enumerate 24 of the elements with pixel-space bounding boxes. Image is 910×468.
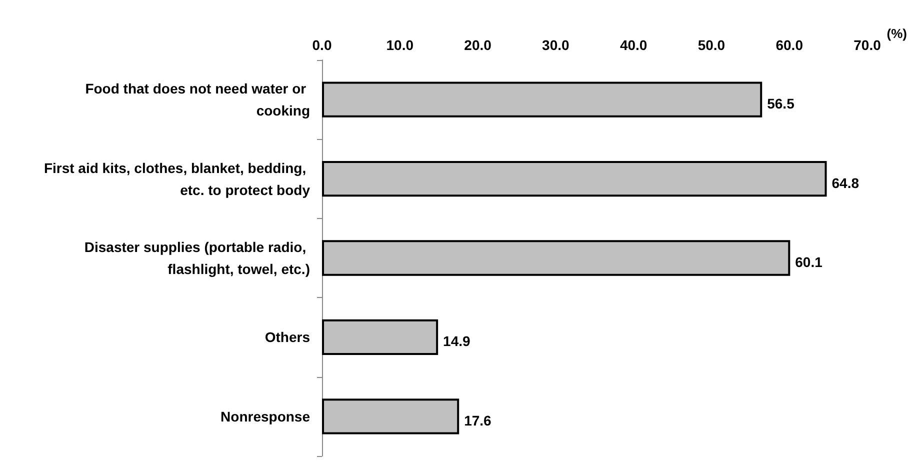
x-tick-label: 10.0 <box>386 37 414 53</box>
data-label: 17.6 <box>464 412 492 428</box>
x-axis-title: (%) <box>886 26 907 41</box>
x-tick-label: 30.0 <box>542 37 570 53</box>
data-label: 14.9 <box>443 333 471 350</box>
bar <box>322 398 460 434</box>
data-label: 56.5 <box>767 96 795 112</box>
x-tick-label: 40.0 <box>620 37 648 53</box>
data-label: 60.1 <box>795 254 823 270</box>
data-label: 64.8 <box>832 174 860 191</box>
x-tick-label: 20.0 <box>464 37 492 53</box>
y-tick-label: Nonresponse <box>220 408 310 424</box>
x-tick-label: 50.0 <box>698 37 726 53</box>
y-tick-label: Others <box>264 329 310 346</box>
x-tick-label: 0.0 <box>312 37 332 53</box>
bar <box>322 160 827 197</box>
y-tick-label: Food that does not need water or cooking <box>85 80 310 119</box>
bar <box>322 319 438 356</box>
bar <box>322 240 790 276</box>
x-tick-label: 60.0 <box>776 37 804 53</box>
y-tick-label: Disaster supplies (portable radio, flashlight, towel, etc.) <box>84 239 310 277</box>
bar <box>322 82 762 118</box>
y-tick-label: First aid kits, clothes, blanket, bedding, etc. to protect body <box>44 160 310 198</box>
x-tick-label: 70.0 <box>854 37 882 53</box>
